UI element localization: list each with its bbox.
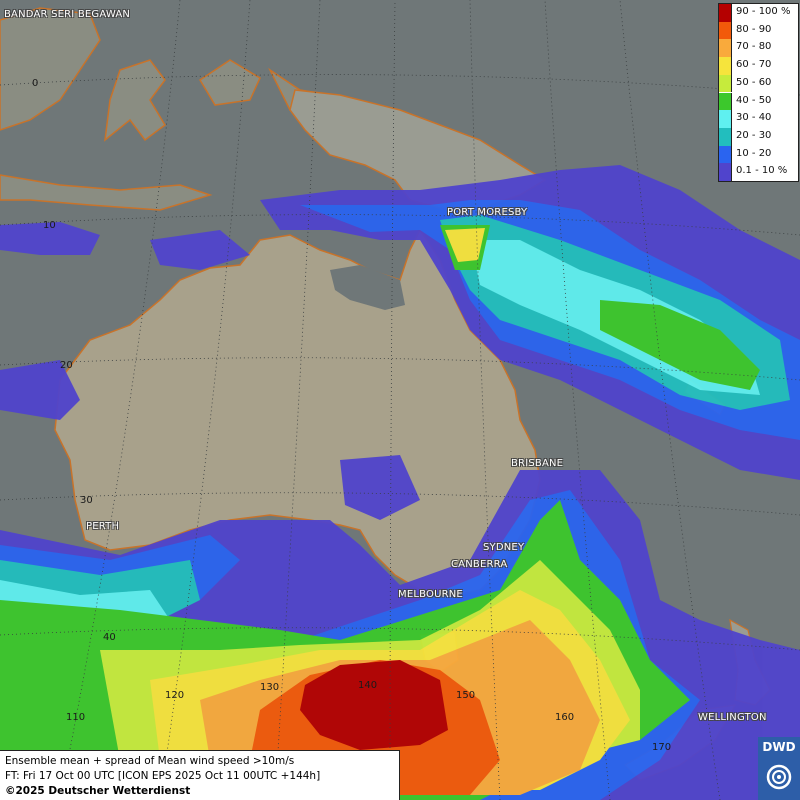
legend-label: 30 - 40 <box>736 112 772 124</box>
legend-label: 40 - 50 <box>736 94 772 106</box>
legend-swatch <box>719 4 732 22</box>
info-product-line: Ensemble mean + spread of Mean wind spee… <box>5 755 295 767</box>
dwd-logo: DWD <box>758 737 800 800</box>
city-label-perth: PERTH <box>86 521 120 532</box>
city-label-bandar-seri-begawan: BANDAR SERI BEGAWAN <box>4 9 131 20</box>
legend-swatch <box>719 110 732 128</box>
city-label-wellington: WELLINGTON <box>698 712 767 723</box>
info-forecast-time-line: FT: Fri 17 Oct 00 UTC [ICON EPS 2025 Oct… <box>5 770 321 782</box>
grid-label-lon-130: 130 <box>260 682 280 693</box>
grid-label-lon-120: 120 <box>165 690 185 701</box>
legend-label: 10 - 20 <box>736 147 772 159</box>
legend-swatch <box>719 57 732 75</box>
legend-label: 60 - 70 <box>736 59 772 71</box>
legend-row: 80 - 90 <box>719 21 798 40</box>
legend-label: 80 - 90 <box>736 23 772 35</box>
legend-row: 40 - 50 <box>719 92 798 111</box>
legend-row: 0.1 - 10 % <box>719 163 798 181</box>
info-box: Ensemble mean + spread of Mean wind spee… <box>0 750 400 800</box>
city-label-brisbane: BRISBANE <box>511 458 564 469</box>
city-label-sydney: SYDNEY <box>483 542 525 553</box>
legend-row: 30 - 40 <box>719 110 798 128</box>
grid-label-lat-40: 40 <box>103 632 116 643</box>
city-label-port-moresby: PORT MORESBY <box>447 207 528 218</box>
legend-swatch <box>719 145 732 164</box>
legend-label: 70 - 80 <box>736 41 772 53</box>
legend-swatch <box>719 163 732 181</box>
grid-label-lat-20: 20 <box>60 360 73 371</box>
legend-row: 60 - 70 <box>719 57 798 75</box>
legend-swatch <box>719 74 732 93</box>
grid-label-lat-10: 10 <box>43 220 56 231</box>
legend-swatch <box>719 92 732 111</box>
legend-label: 50 - 60 <box>736 76 772 88</box>
legend-swatch <box>719 21 732 40</box>
city-label-canberra: CANBERRA <box>451 559 508 570</box>
probability-shading <box>0 165 800 800</box>
grid-label-lat-30: 30 <box>80 495 93 506</box>
legend-row: 20 - 30 <box>719 127 798 146</box>
legend-label: 0.1 - 10 % <box>736 165 788 177</box>
grid-label-lon-140: 140 <box>358 680 378 691</box>
legend-row: 70 - 80 <box>719 39 798 58</box>
info-copyright-line: ©2025 Deutscher Wetterdienst <box>5 785 191 797</box>
grid-label-lat-0: 0 <box>32 78 39 89</box>
dwd-swirl-icon <box>766 764 792 790</box>
legend-swatch <box>719 127 732 146</box>
gulf-of-carpentaria <box>330 265 405 310</box>
probability-legend: 90 - 100 % 80 - 90 70 - 80 60 - 70 50 - 60 40… <box>718 3 799 182</box>
dwd-logo-text: DWD <box>762 740 796 754</box>
legend-label: 90 - 100 % <box>736 6 791 17</box>
grid-label-lon-170: 170 <box>652 742 672 753</box>
legend-label: 20 - 30 <box>736 129 772 141</box>
legend-row: 50 - 60 <box>719 74 798 93</box>
grid-label-lon-160: 160 <box>555 712 575 723</box>
legend-row: 90 - 100 % <box>719 4 798 22</box>
legend-row: 10 - 20 <box>719 145 798 164</box>
grid-label-lon-150: 150 <box>456 690 476 701</box>
grid-label-lon-110: 110 <box>66 712 86 723</box>
city-label-melbourne: MELBOURNE <box>398 589 463 600</box>
legend-swatch <box>719 39 732 58</box>
